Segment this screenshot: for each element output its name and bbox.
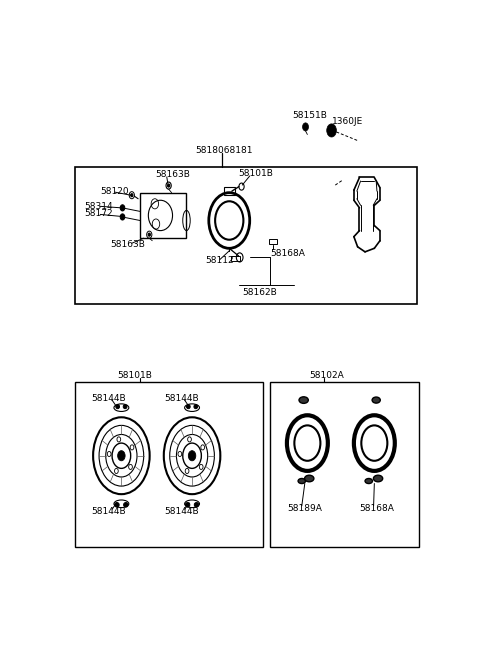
Ellipse shape bbox=[116, 405, 120, 409]
Ellipse shape bbox=[194, 503, 199, 507]
Text: 1360JE: 1360JE bbox=[332, 117, 363, 126]
Text: 58120: 58120 bbox=[100, 187, 129, 196]
Circle shape bbox=[120, 205, 125, 211]
Circle shape bbox=[131, 194, 133, 196]
Text: 58162B: 58162B bbox=[242, 288, 277, 297]
Text: 58151B: 58151B bbox=[292, 111, 327, 120]
Text: 58168A: 58168A bbox=[270, 249, 305, 258]
Text: 5818068181: 5818068181 bbox=[196, 146, 253, 155]
Bar bbox=[140, 193, 186, 238]
Bar bbox=[75, 382, 263, 547]
Circle shape bbox=[302, 123, 309, 131]
Text: 58101B: 58101B bbox=[118, 371, 153, 380]
Text: 58144B: 58144B bbox=[92, 507, 126, 516]
Ellipse shape bbox=[124, 503, 128, 507]
Circle shape bbox=[148, 233, 150, 236]
Text: 58163B: 58163B bbox=[110, 240, 145, 249]
Text: 58163B: 58163B bbox=[155, 170, 190, 179]
Ellipse shape bbox=[186, 405, 190, 409]
Circle shape bbox=[188, 451, 196, 461]
Ellipse shape bbox=[299, 397, 308, 403]
Bar bbox=[269, 238, 277, 244]
Text: 58144B: 58144B bbox=[164, 394, 199, 403]
Bar bbox=[224, 187, 235, 195]
Circle shape bbox=[118, 451, 125, 461]
Text: 58168A: 58168A bbox=[360, 505, 395, 513]
Circle shape bbox=[327, 124, 336, 137]
Text: 58314: 58314 bbox=[84, 202, 113, 211]
Bar bbox=[270, 382, 419, 547]
Ellipse shape bbox=[298, 478, 306, 484]
Text: 58189A: 58189A bbox=[287, 505, 322, 513]
Ellipse shape bbox=[365, 478, 372, 484]
Circle shape bbox=[120, 214, 125, 220]
Text: 58102A: 58102A bbox=[309, 371, 344, 380]
Bar bbox=[231, 256, 240, 261]
Text: 58144B: 58144B bbox=[164, 507, 199, 516]
Text: 58112: 58112 bbox=[205, 256, 234, 265]
Text: 58101B: 58101B bbox=[239, 170, 274, 179]
Text: 58144B: 58144B bbox=[92, 394, 126, 403]
Ellipse shape bbox=[373, 475, 383, 482]
Ellipse shape bbox=[372, 397, 380, 403]
Bar bbox=[75, 168, 417, 304]
Text: 58172: 58172 bbox=[84, 210, 113, 218]
Ellipse shape bbox=[115, 503, 119, 507]
Ellipse shape bbox=[123, 405, 127, 409]
Ellipse shape bbox=[194, 405, 198, 409]
Ellipse shape bbox=[305, 475, 314, 482]
Ellipse shape bbox=[185, 503, 190, 507]
Circle shape bbox=[168, 184, 170, 187]
